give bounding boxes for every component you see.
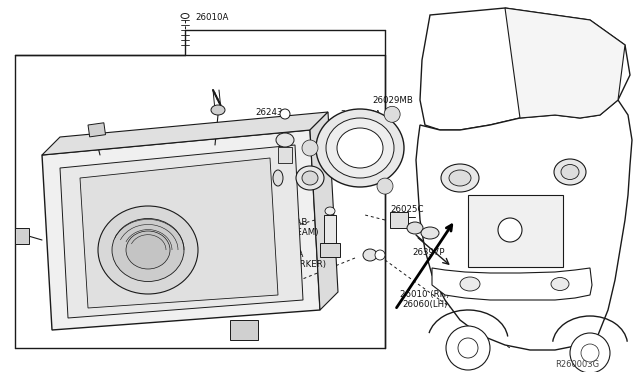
Text: R260003G: R260003G [555, 360, 599, 369]
Text: 26011C: 26011C [208, 165, 241, 174]
Polygon shape [42, 112, 328, 155]
Polygon shape [432, 268, 592, 300]
Ellipse shape [273, 170, 283, 186]
Polygon shape [416, 100, 632, 350]
Circle shape [384, 106, 400, 122]
Bar [278, 147, 292, 163]
Ellipse shape [211, 105, 225, 115]
Ellipse shape [337, 128, 383, 168]
Ellipse shape [276, 133, 294, 147]
Circle shape [446, 326, 490, 370]
Polygon shape [42, 130, 320, 330]
Ellipse shape [363, 249, 377, 261]
Ellipse shape [449, 170, 471, 186]
Bar [468, 195, 563, 267]
Text: 26029MB: 26029MB [372, 96, 413, 105]
Circle shape [498, 218, 522, 242]
Bar [88, 123, 106, 137]
Text: 26025C: 26025C [390, 205, 424, 214]
Text: 26243: 26243 [255, 108, 282, 117]
Text: 26010A: 26010A [195, 13, 228, 22]
Text: 26011A: 26011A [270, 250, 303, 259]
Bar [15, 228, 29, 244]
Text: 26029MA: 26029MA [340, 110, 381, 119]
Ellipse shape [561, 164, 579, 180]
Ellipse shape [551, 278, 569, 291]
Text: 26010 (RH): 26010 (RH) [400, 290, 449, 299]
Ellipse shape [460, 277, 480, 291]
Ellipse shape [554, 159, 586, 185]
Ellipse shape [112, 218, 184, 282]
Ellipse shape [98, 206, 198, 294]
Polygon shape [310, 112, 338, 310]
Text: 26011AB: 26011AB [268, 218, 307, 227]
Ellipse shape [181, 13, 189, 19]
Text: (TURN/PARK): (TURN/PARK) [204, 175, 260, 184]
Circle shape [302, 140, 318, 156]
Circle shape [280, 109, 290, 119]
Ellipse shape [316, 109, 404, 187]
Ellipse shape [407, 222, 423, 234]
Bar [324, 215, 336, 243]
Ellipse shape [326, 118, 394, 178]
Circle shape [458, 338, 478, 358]
Bar [230, 320, 258, 340]
Ellipse shape [126, 231, 170, 269]
Ellipse shape [302, 171, 318, 185]
Circle shape [377, 178, 393, 194]
Text: (SIDE MARKER): (SIDE MARKER) [260, 260, 326, 269]
Circle shape [570, 333, 610, 372]
Polygon shape [505, 8, 625, 118]
Ellipse shape [296, 166, 324, 190]
Text: 26397P: 26397P [412, 248, 445, 257]
Polygon shape [420, 8, 630, 130]
Ellipse shape [441, 164, 479, 192]
Ellipse shape [325, 207, 335, 215]
Circle shape [375, 250, 385, 260]
Text: 26060(LH): 26060(LH) [402, 300, 447, 309]
Circle shape [581, 344, 599, 362]
Polygon shape [80, 158, 278, 308]
Bar [320, 243, 340, 257]
Text: (HIGH BEAM): (HIGH BEAM) [262, 228, 319, 237]
Polygon shape [60, 145, 303, 318]
Bar [390, 212, 408, 228]
Ellipse shape [421, 227, 439, 239]
